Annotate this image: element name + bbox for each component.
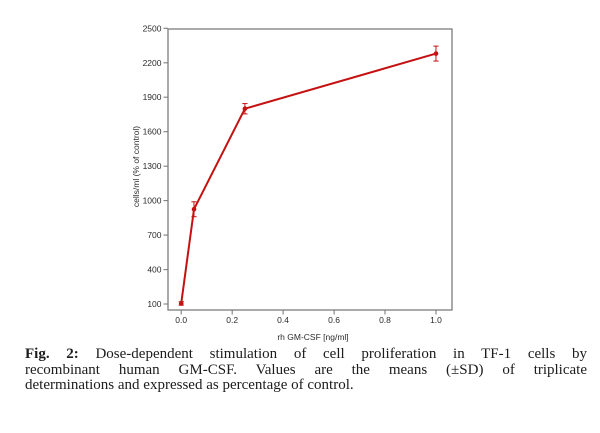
caption-figure-label: Fig. 2: <box>25 346 79 362</box>
svg-text:cells/ml (% of control): cells/ml (% of control) <box>131 126 141 207</box>
svg-text:1.0: 1.0 <box>430 315 442 325</box>
svg-text:0.6: 0.6 <box>328 315 340 325</box>
caption-line-2: recombinant human GM-CSF. Values are the… <box>25 361 587 378</box>
svg-text:rh GM-CSF [ng/ml]: rh GM-CSF [ng/ml] <box>277 332 348 342</box>
svg-text:0.4: 0.4 <box>277 315 289 325</box>
svg-text:2500: 2500 <box>143 23 162 33</box>
svg-text:700: 700 <box>147 230 161 240</box>
svg-text:0.0: 0.0 <box>175 315 187 325</box>
svg-text:0.8: 0.8 <box>379 315 391 325</box>
dose-response-line-chart: 100 400 700 1000 1300 1600 1900 2200 2500 0.0 0.2 0… <box>131 23 453 342</box>
svg-text:1000: 1000 <box>143 196 162 206</box>
svg-text:1300: 1300 <box>143 161 162 171</box>
svg-text:0.2: 0.2 <box>226 315 238 325</box>
svg-text:100: 100 <box>147 299 161 309</box>
svg-text:400: 400 <box>147 265 161 275</box>
svg-text:1900: 1900 <box>143 92 162 102</box>
figure-caption: Fig. 2: Dose-dependent stimulation of ce… <box>25 346 588 394</box>
caption-line-1: Fig. 2: Dose-dependent stimulation of ce… <box>25 346 588 363</box>
svg-text:2200: 2200 <box>143 58 162 68</box>
caption-line-3: determinations and expressed as percenta… <box>25 377 354 393</box>
svg-text:1600: 1600 <box>143 127 162 137</box>
caption-line-1-text: Dose-dependent stimulation of cell proli… <box>78 346 588 362</box>
